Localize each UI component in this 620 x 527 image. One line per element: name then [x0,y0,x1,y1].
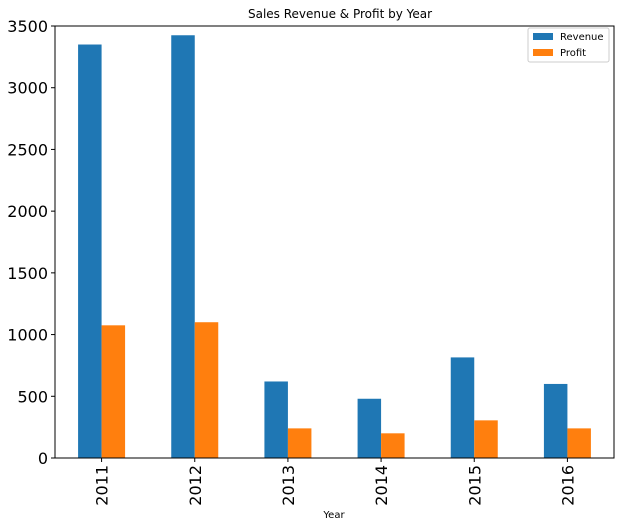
bar-revenue-2015 [450,357,475,458]
legend-label-revenue: Revenue [560,32,604,43]
bar-profit-2015 [474,420,498,458]
legend-swatch-profit [533,49,553,56]
x-tick-label: 2012 [186,465,205,506]
plot-frame [54,25,615,459]
x-tick-label: 2015 [465,465,484,506]
bar-revenue-2014 [357,398,382,458]
x-tick-label: 2014 [372,465,391,506]
x-axis-label: Year [322,510,345,521]
y-tick-label: 500 [17,387,48,406]
bar-revenue-2013 [264,381,288,458]
x-tick-label: 2016 [558,465,577,506]
y-tick-label: 0 [38,449,48,468]
bar-revenue-2011 [78,44,102,459]
plot-area: 0 500 1000 1500 2000 2500 3000 3500 2011 2012 2013… [7,17,615,506]
legend-swatch-revenue [533,33,553,40]
bar-revenue-2012 [171,35,195,458]
bar-revenue-2016 [543,383,568,458]
chart-title: Sales Revenue & Profit by Year [248,7,432,21]
y-tick-label: 1500 [7,264,48,283]
bar-profit-2016 [567,428,591,458]
legend: Revenue Profit [527,27,610,63]
x-tick-label: 2013 [279,465,298,506]
y-tick-label: 2500 [7,140,48,159]
bar-profit-2014 [381,433,405,458]
y-tick-label: 1000 [7,326,48,345]
legend-label-profit: Profit [560,48,586,59]
y-tick-label: 3500 [7,17,48,36]
bar-profit-2011 [101,325,126,458]
y-tick-label: 3000 [7,79,48,98]
y-tick-label: 2000 [7,202,48,221]
bar-profit-2012 [194,322,219,458]
x-tick-label: 2011 [93,465,112,506]
bar-profit-2013 [287,428,312,458]
